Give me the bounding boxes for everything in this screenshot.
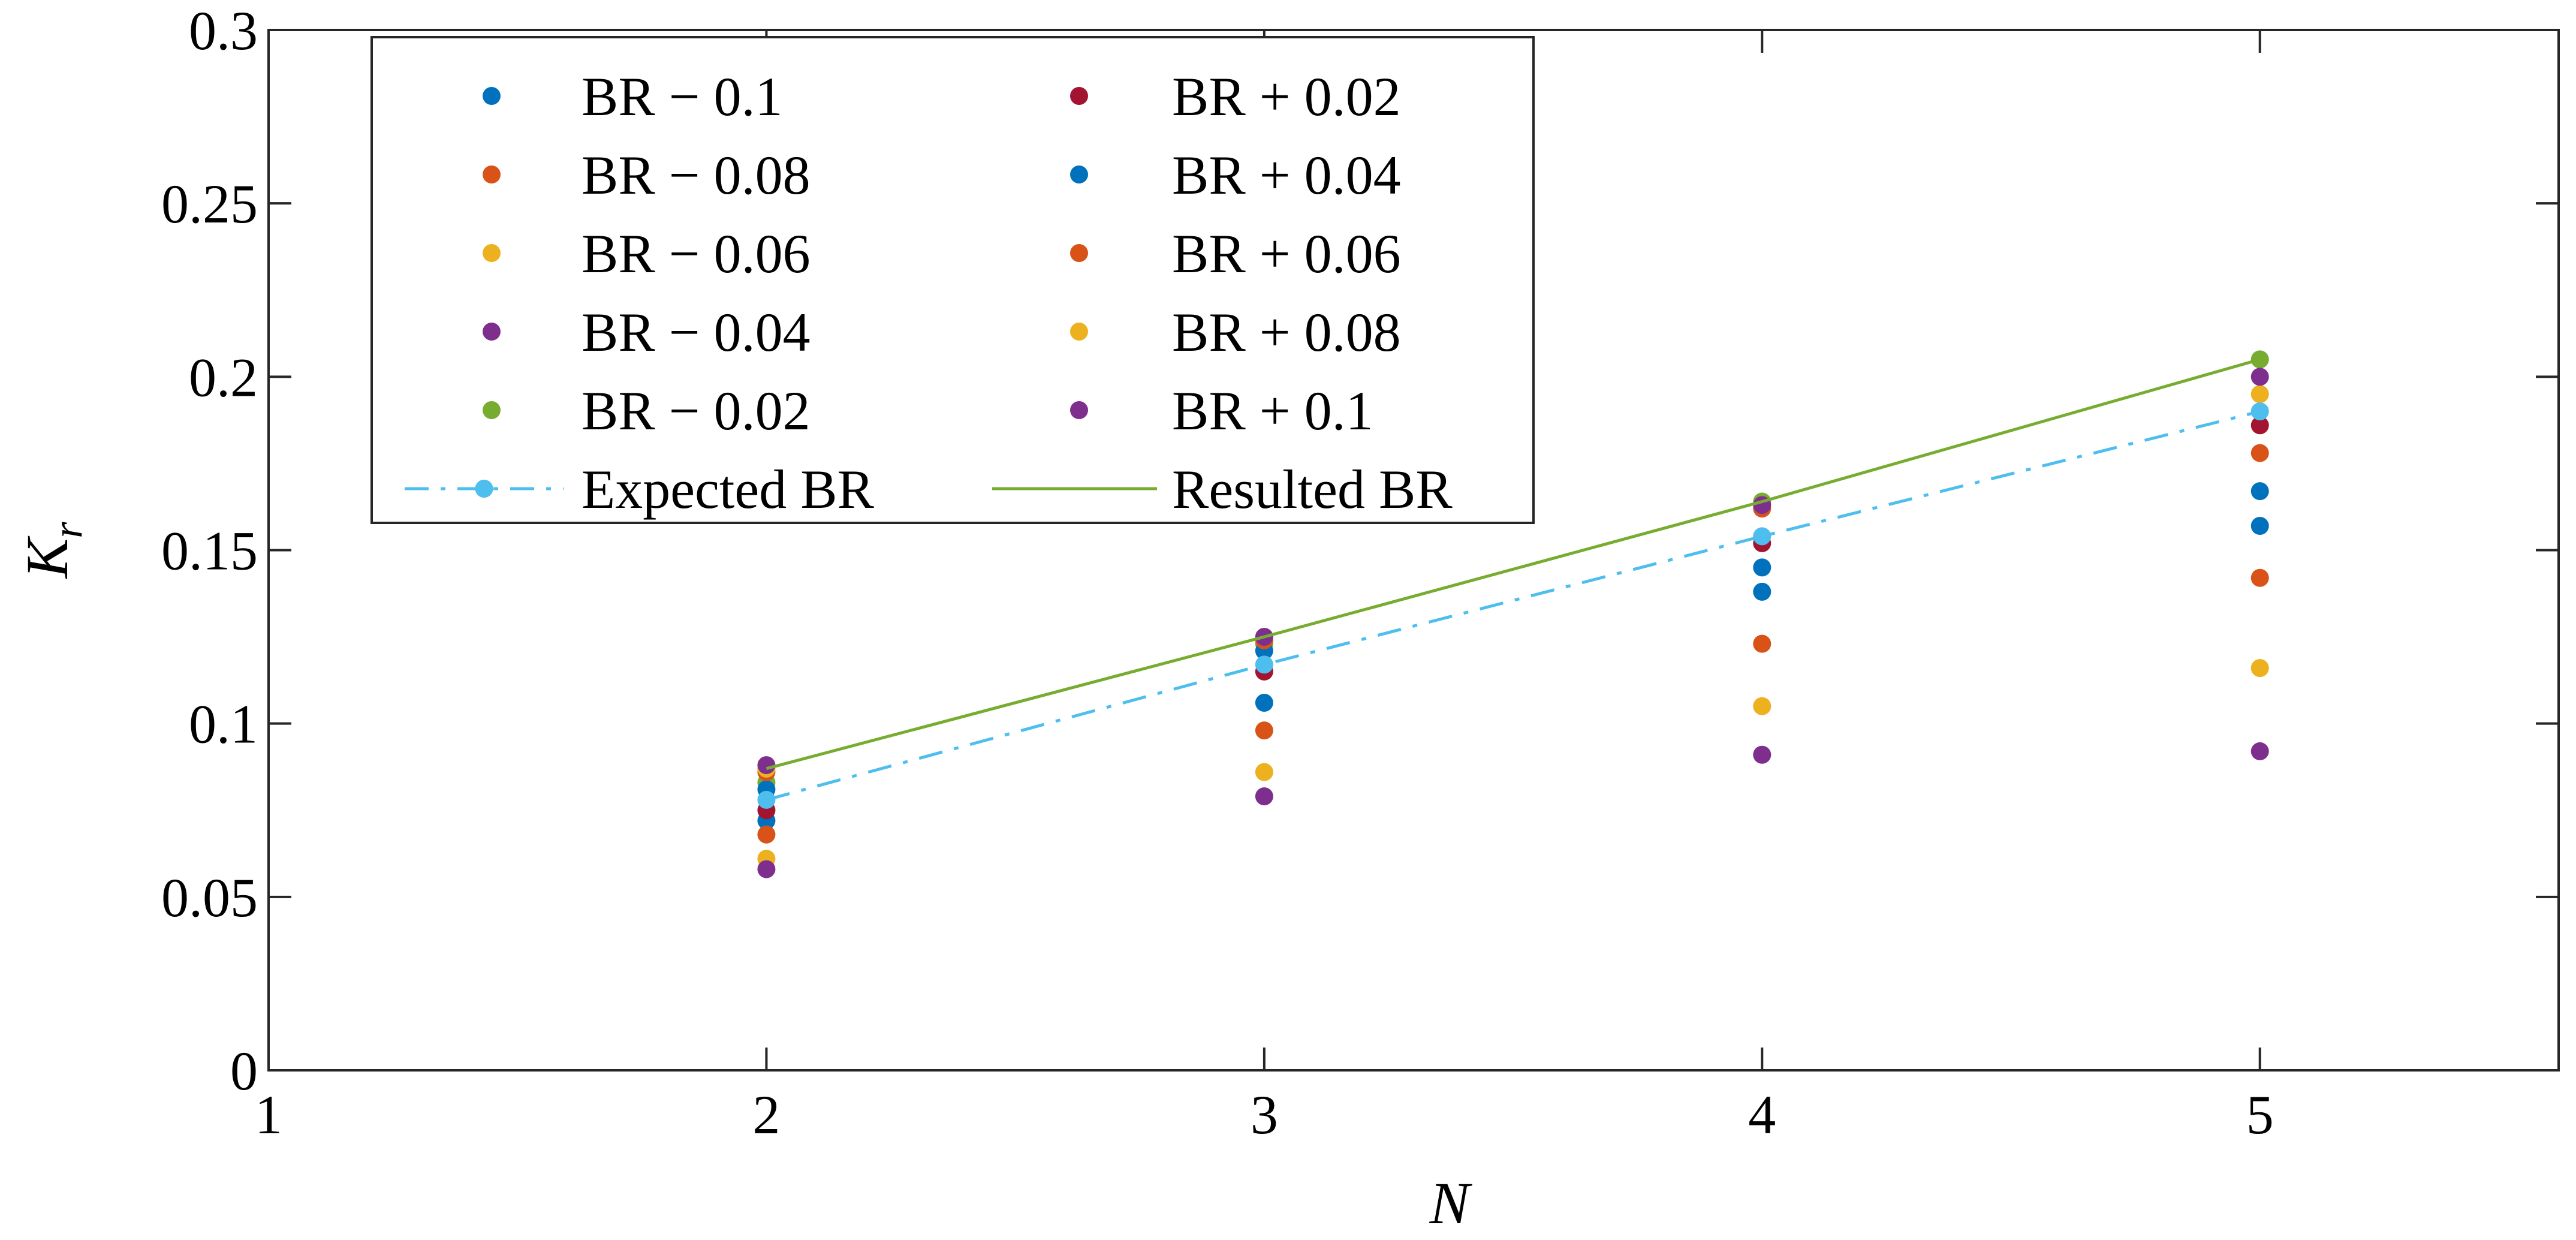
y-tick-label: 0.05 — [161, 867, 258, 928]
legend-marker — [483, 323, 501, 341]
y-tick-label: 0.2 — [189, 347, 258, 408]
data-point — [2250, 416, 2269, 435]
legend-label: BR + 0.06 — [1172, 223, 1401, 284]
data-point — [1255, 655, 1273, 674]
y-axis-title-group: Kr — [14, 522, 91, 580]
legend-label: BR − 0.06 — [582, 223, 811, 284]
data-point — [2250, 402, 2269, 421]
y-tick-label: 0 — [230, 1040, 258, 1101]
series-line-10 — [766, 410, 2261, 802]
legend-label: BR + 0.1 — [1172, 380, 1373, 441]
legend: BR − 0.1 BR + 0.02 BR − 0.08 BR + 0.04 BR − … — [370, 36, 1535, 524]
legend-label: BR − 0.08 — [582, 145, 811, 206]
y-tick-label: 0.15 — [161, 520, 258, 582]
legend-marker — [1070, 87, 1088, 105]
x-tick-label: 2 — [752, 1084, 780, 1145]
data-point — [2250, 482, 2269, 501]
data-point — [1255, 721, 1273, 740]
legend-marker — [475, 480, 493, 498]
legend-marker — [1070, 401, 1088, 419]
x-axis-title: N — [1429, 1170, 1473, 1236]
data-point — [1753, 745, 1771, 764]
series-line-11 — [766, 358, 2261, 771]
x-tick-label: 1 — [255, 1084, 282, 1145]
data-point — [757, 860, 776, 878]
x-tick-label: 3 — [1251, 1084, 1278, 1145]
data-point — [757, 756, 776, 775]
legend-box — [370, 36, 1535, 524]
legend-label: BR + 0.04 — [1172, 145, 1401, 206]
legend-marker — [483, 165, 501, 183]
data-point — [1753, 582, 1771, 601]
y-tick-label: 0.3 — [189, 0, 258, 61]
axes-layer: 1 2 3 4 5 0 0.05 0.1 0.15 0.2 0.25 0.3 N Kr — [14, 0, 2560, 1236]
y-tick-label: 0.1 — [189, 694, 258, 755]
data-point — [2250, 385, 2269, 404]
legend-marker — [483, 401, 501, 419]
legend-marker — [483, 87, 501, 105]
data-point — [1255, 787, 1273, 806]
data-point — [2250, 517, 2269, 535]
y-axis-title-subscript: r — [45, 522, 91, 538]
data-point — [757, 825, 776, 844]
legend-marker — [483, 244, 501, 262]
y-tick-label: 0.25 — [161, 173, 258, 234]
y-axis-title-main: K — [14, 535, 80, 579]
legend-label: Resulted BR — [1172, 459, 1453, 520]
legend-label: BR − 0.04 — [582, 302, 811, 363]
data-point — [1753, 634, 1771, 653]
x-tick-label: 4 — [1748, 1084, 1776, 1145]
legend-label: BR + 0.02 — [1172, 66, 1401, 127]
data-point — [2250, 568, 2269, 587]
data-point — [2250, 444, 2269, 462]
data-point — [2250, 659, 2269, 678]
plot-layer — [757, 350, 2269, 878]
data-point — [1255, 693, 1273, 712]
data-point — [1753, 697, 1771, 715]
data-point — [1255, 763, 1273, 781]
legend-label: BR − 0.1 — [582, 66, 783, 127]
data-point — [2250, 368, 2269, 386]
data-point — [2250, 742, 2269, 760]
legend-label: BR − 0.02 — [582, 380, 811, 441]
x-tick-label: 5 — [2246, 1084, 2274, 1145]
data-point — [757, 790, 776, 809]
legend-label: Expected BR — [582, 459, 875, 520]
data-point — [1753, 558, 1771, 577]
y-axis-title: Kr — [14, 522, 91, 580]
legend-label: BR + 0.08 — [1172, 302, 1401, 363]
legend-marker — [1070, 165, 1088, 183]
legend-marker — [1070, 323, 1088, 341]
legend-marker — [1070, 244, 1088, 262]
data-point — [1753, 527, 1771, 546]
